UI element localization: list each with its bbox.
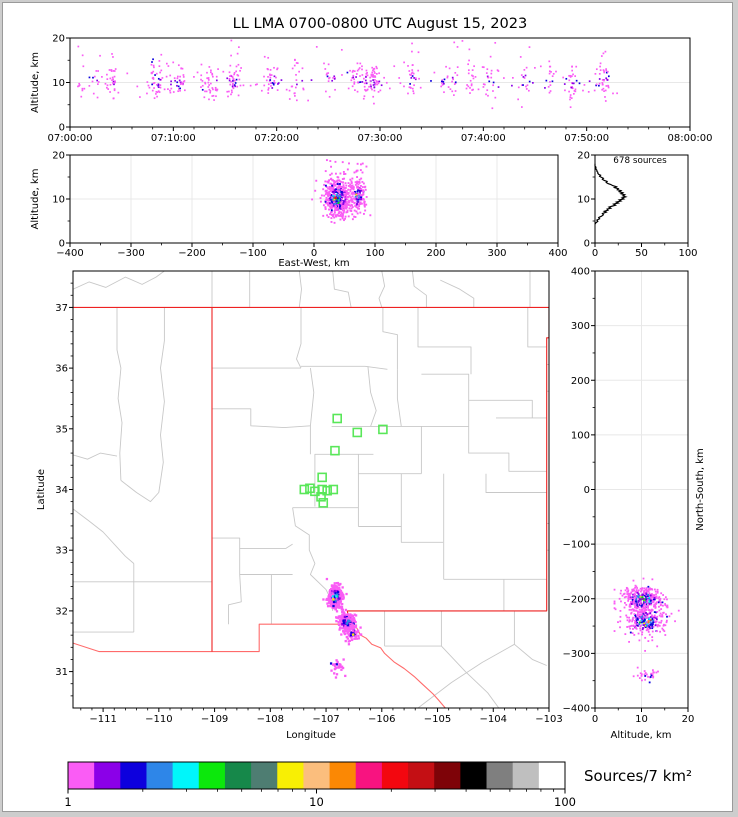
tick-label: −109 bbox=[201, 714, 228, 725]
tick-label: 50 bbox=[635, 248, 648, 259]
time-altitude-sources bbox=[77, 39, 618, 110]
colorbar-tick-label: 10 bbox=[309, 795, 324, 809]
colorbar-segments bbox=[68, 762, 566, 789]
tick-label: 20 bbox=[577, 151, 590, 162]
panel-time-altitude: 07:00:00 07:10:00 07:20:00 07:30:00 07:40:00… bbox=[48, 34, 713, 145]
ns-panel-xlabel: Altitude, km bbox=[611, 730, 672, 741]
map-ylabel: Latitude bbox=[36, 469, 47, 510]
tick-label: −400 bbox=[563, 704, 590, 715]
panel-altitude-histogram: 0 50 100 0 10 20 bbox=[577, 151, 697, 260]
tick-label: −106 bbox=[368, 714, 395, 725]
tick-label: 34 bbox=[55, 485, 68, 496]
tick-label: 400 bbox=[571, 267, 590, 278]
tick-label: 07:30:00 bbox=[358, 133, 403, 144]
colorbar: 1 10 100 bbox=[64, 761, 576, 809]
tick-label: 31 bbox=[55, 667, 68, 678]
tick-label: −107 bbox=[312, 714, 339, 725]
tick-label: 20 bbox=[682, 714, 695, 725]
time-panel-ylabel: Altitude, km bbox=[30, 52, 41, 113]
tick-label: −400 bbox=[56, 248, 83, 259]
tick-label: −300 bbox=[117, 248, 144, 259]
tick-label: 0 bbox=[584, 239, 590, 250]
tick-label: 100 bbox=[571, 430, 590, 441]
tick-label: −111 bbox=[89, 714, 116, 725]
panel-altitude-northsouth: 0 10 20 −400 −300 −200 −100 0 100 200 300 400 bbox=[563, 267, 695, 726]
tick-label: 100 bbox=[365, 248, 384, 259]
map-international-borders bbox=[73, 623, 446, 708]
ew-panel-ylabel: Altitude, km bbox=[30, 169, 41, 230]
tick-label: 10 bbox=[52, 78, 65, 89]
figure-title: LL LMA 0700-0800 UTC August 15, 2023 bbox=[233, 15, 528, 32]
ew-altitude-sources bbox=[311, 159, 372, 224]
altitude-histogram-line bbox=[594, 163, 628, 225]
tick-label: 0 bbox=[592, 714, 598, 725]
colorbar-tick-label: 1 bbox=[64, 795, 71, 809]
tick-label: 08:00:00 bbox=[668, 133, 713, 144]
tick-label: 10 bbox=[635, 714, 648, 725]
panel-eastwest-altitude: −400 −300 −200 −100 0 100 200 300 400 0 10 20 bbox=[52, 151, 567, 260]
map-county-lines bbox=[73, 271, 549, 708]
tick-label: 400 bbox=[548, 248, 567, 259]
tick-label: 100 bbox=[678, 248, 697, 259]
tick-label: −300 bbox=[563, 649, 590, 660]
tick-label: −105 bbox=[424, 714, 451, 725]
tick-label: 07:00:00 bbox=[48, 133, 93, 144]
tick-label: 0 bbox=[584, 485, 590, 496]
tick-label: 10 bbox=[577, 195, 590, 206]
tick-label: 07:20:00 bbox=[254, 133, 299, 144]
tick-label: 20 bbox=[52, 34, 65, 45]
map-xlabel: Longitude bbox=[286, 730, 336, 741]
ns-altitude-sources bbox=[613, 577, 680, 684]
tick-label: 300 bbox=[571, 321, 590, 332]
tick-label: 200 bbox=[571, 376, 590, 387]
colorbar-label: Sources/7 km² bbox=[584, 767, 692, 785]
tick-label: −100 bbox=[563, 540, 590, 551]
tick-label: −103 bbox=[535, 714, 562, 725]
ew-panel-xlabel: East-West, km bbox=[278, 258, 349, 269]
tick-label: 07:10:00 bbox=[151, 133, 196, 144]
map-lightning-sources bbox=[322, 577, 363, 679]
tick-label: 20 bbox=[52, 151, 65, 162]
tick-label: 0 bbox=[592, 248, 598, 259]
tick-label: 300 bbox=[487, 248, 506, 259]
lma-station-markers bbox=[299, 413, 388, 508]
tick-label: −200 bbox=[178, 248, 205, 259]
tick-label: −200 bbox=[563, 594, 590, 605]
tick-label: 10 bbox=[52, 195, 65, 206]
panel-plan-view-map: −111 −110 −109 −108 −107 −106 −105 −104 −103 31 32… bbox=[55, 270, 563, 725]
tick-label: 0 bbox=[311, 248, 317, 259]
tick-label: 37 bbox=[55, 303, 68, 314]
tick-label: −110 bbox=[145, 714, 172, 725]
tick-label: 07:40:00 bbox=[461, 133, 506, 144]
tick-label: 07:50:00 bbox=[564, 133, 609, 144]
tick-label: 32 bbox=[55, 606, 68, 617]
tick-label: −108 bbox=[257, 714, 284, 725]
tick-label: −104 bbox=[480, 714, 507, 725]
tick-label: 35 bbox=[55, 424, 68, 435]
tick-label: −100 bbox=[239, 248, 266, 259]
tick-label: 200 bbox=[426, 248, 445, 259]
histogram-annotation: 678 sources bbox=[613, 156, 667, 166]
colorbar-tick-label: 100 bbox=[554, 795, 576, 809]
map-content bbox=[73, 271, 549, 708]
tick-label: 33 bbox=[55, 546, 68, 557]
ns-panel-ylabel: North-South, km bbox=[695, 448, 706, 531]
tick-label: 0 bbox=[59, 123, 65, 134]
tick-label: 36 bbox=[55, 364, 68, 375]
map-state-borders bbox=[73, 306, 549, 652]
tick-label: 0 bbox=[59, 239, 65, 250]
